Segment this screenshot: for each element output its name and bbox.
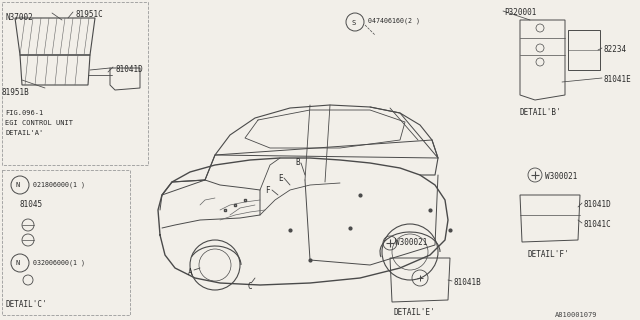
Text: DETAIL'F': DETAIL'F'	[527, 250, 568, 259]
Text: A: A	[188, 268, 193, 277]
Text: 81041D: 81041D	[115, 65, 143, 74]
Text: N37002: N37002	[5, 13, 33, 22]
Text: W300021: W300021	[545, 172, 577, 181]
Text: DETAIL'C': DETAIL'C'	[5, 300, 47, 309]
Text: 81951B: 81951B	[2, 88, 29, 97]
Text: 047406160(2 ): 047406160(2 )	[368, 18, 420, 25]
Text: B: B	[295, 158, 300, 167]
Text: 81041D: 81041D	[584, 200, 612, 209]
Text: 81041E: 81041E	[604, 75, 632, 84]
Text: S: S	[351, 20, 355, 26]
Text: DETAIL'E': DETAIL'E'	[393, 308, 435, 317]
Text: EGI CONTROL UNIT: EGI CONTROL UNIT	[5, 120, 73, 126]
Text: F: F	[265, 186, 269, 195]
Text: DETAIL'A': DETAIL'A'	[5, 130, 44, 136]
Text: E: E	[278, 174, 283, 183]
Text: 81041B: 81041B	[454, 278, 482, 287]
Text: N: N	[16, 260, 20, 266]
Text: 021806000(1 ): 021806000(1 )	[33, 181, 85, 188]
Text: FIG.096-1: FIG.096-1	[5, 110, 44, 116]
Text: DETAIL'B': DETAIL'B'	[520, 108, 562, 117]
Text: A810001079: A810001079	[555, 312, 598, 318]
Text: 81041C: 81041C	[584, 220, 612, 229]
Text: 82234: 82234	[604, 45, 627, 54]
Text: W300021: W300021	[395, 238, 428, 247]
Text: 81951C: 81951C	[75, 10, 103, 19]
Text: 81045: 81045	[20, 200, 43, 209]
Text: C: C	[248, 282, 253, 291]
Text: 032006000(1 ): 032006000(1 )	[33, 260, 85, 267]
Text: P320001: P320001	[504, 8, 536, 17]
Text: N: N	[16, 182, 20, 188]
